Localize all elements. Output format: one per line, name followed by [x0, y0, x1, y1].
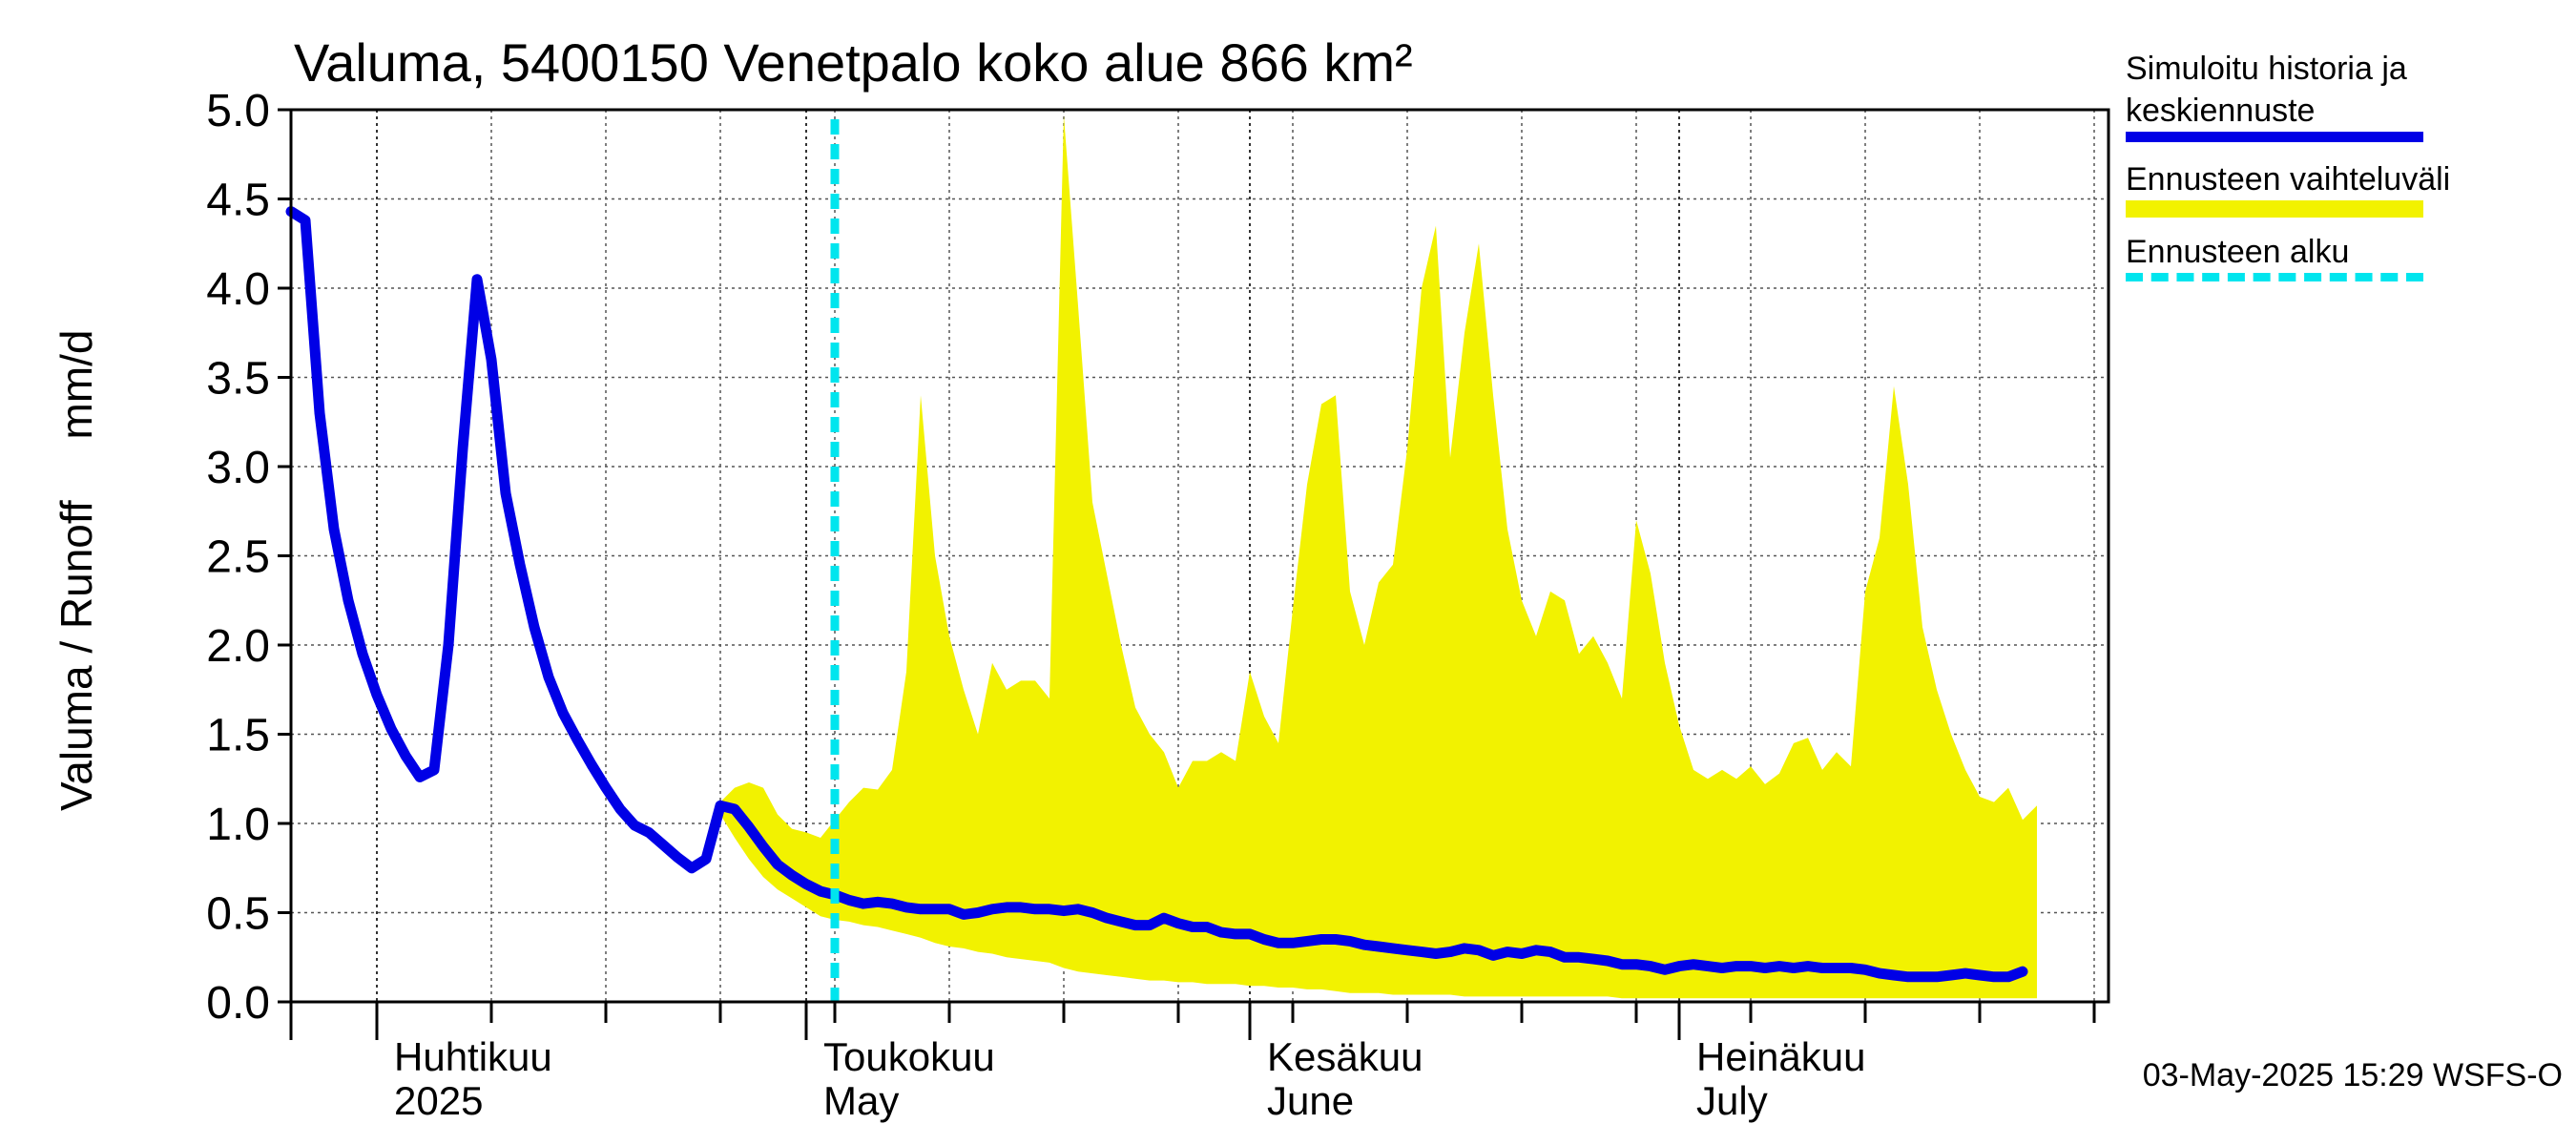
simulated-history-median-line — [285, 206, 2028, 983]
month-label-1: Toukokuu — [823, 1034, 995, 1079]
month-sublabel-2: June — [1267, 1078, 1354, 1123]
y-tick-label-2: 1.0 — [206, 800, 270, 850]
month-sublabel-0: 2025 — [394, 1078, 483, 1123]
y-tick-label-10: 5.0 — [206, 86, 270, 136]
y-tick-label-7: 3.5 — [206, 354, 270, 405]
month-label-2: Kesäkuu — [1267, 1034, 1423, 1079]
y-tick-label-5: 2.5 — [206, 532, 270, 583]
legend-history-label-2: keskiennuste — [2126, 93, 2316, 129]
y-tick-label-4: 2.0 — [206, 621, 270, 672]
footer-timestamp: 03-May-2025 15:29 WSFS-O — [2142, 1057, 2563, 1093]
legend-history-swatch — [2126, 132, 2423, 142]
legend-range-label: Ennusteen vaihteluväli — [2126, 161, 2451, 198]
y-tick-label-0: 0.0 — [206, 978, 270, 1029]
legend-start-swatch — [2126, 273, 2423, 281]
chart-title: Valuma, 5400150 Venetpalo koko alue 866 … — [294, 32, 1413, 93]
legend-history-label-1: Simuloitu historia ja — [2126, 51, 2407, 87]
y-axis-label: Valuma / Runoff mm/d — [52, 330, 101, 812]
y-tick-label-1: 0.5 — [206, 889, 270, 940]
month-sublabel-1: May — [823, 1078, 899, 1123]
y-tick-label-8: 4.0 — [206, 264, 270, 315]
month-sublabel-3: July — [1696, 1078, 1768, 1123]
legend-start-label: Ennusteen alku — [2126, 234, 2350, 270]
y-tick-label-3: 1.5 — [206, 711, 270, 761]
month-label-0: Huhtikuu — [394, 1034, 552, 1079]
forecast-range-band — [720, 114, 2037, 999]
y-tick-label-6: 3.0 — [206, 443, 270, 493]
y-axis: 0.0 0.5 1.0 1.5 2.0 2.5 3.0 3.5 4.0 4.5 5.0 — [206, 86, 291, 1029]
legend-range-swatch — [2126, 200, 2423, 218]
month-label-3: Heinäkuu — [1696, 1034, 1865, 1079]
y-tick-label-9: 4.5 — [206, 176, 270, 226]
